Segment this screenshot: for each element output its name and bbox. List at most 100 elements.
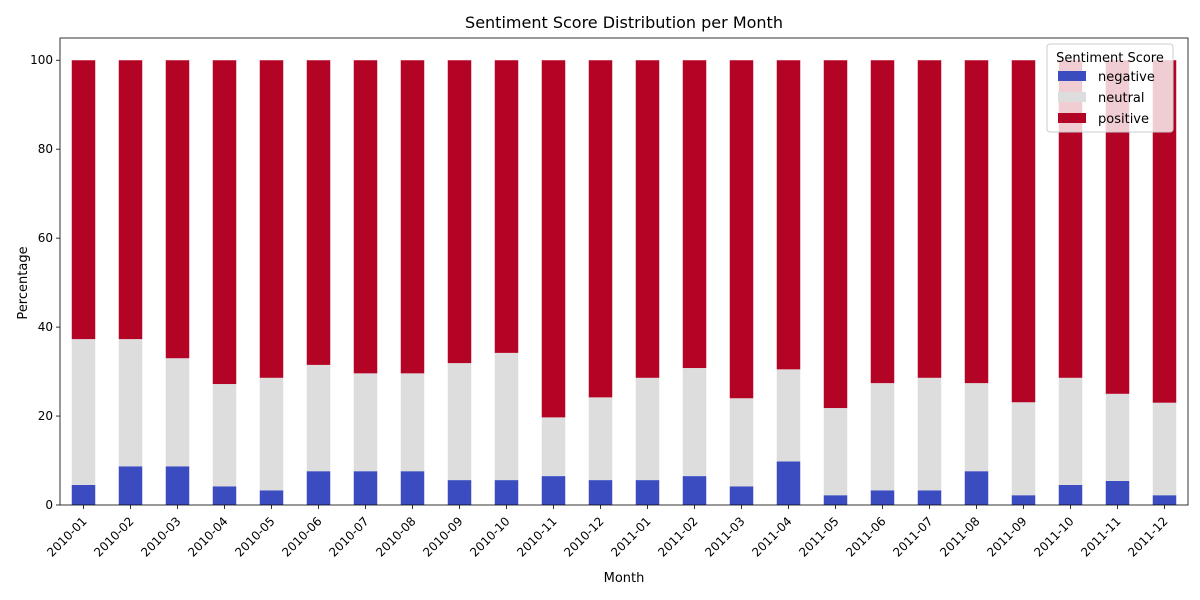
bar-negative-2010-06 <box>306 471 331 505</box>
x-tick-label: 2010-02 <box>91 514 136 559</box>
bar-neutral-2011-02 <box>682 368 707 477</box>
bar-negative-2011-07 <box>917 490 942 505</box>
bar-neutral-2011-03 <box>729 398 754 487</box>
bar-negative-2010-08 <box>400 471 425 505</box>
bar-negative-2011-05 <box>823 495 848 505</box>
bar-neutral-2010-11 <box>541 417 566 477</box>
bar-neutral-2010-09 <box>447 363 472 481</box>
bar-negative-2011-01 <box>635 480 660 505</box>
bar-neutral-2010-08 <box>400 373 425 472</box>
bar-neutral-2010-02 <box>118 339 143 467</box>
x-tick-label: 2010-09 <box>420 514 465 559</box>
bar-positive-2011-01 <box>635 60 660 378</box>
bar-negative-2010-02 <box>118 466 143 505</box>
bar-negative-2011-02 <box>682 476 707 505</box>
x-tick-label: 2010-12 <box>561 514 606 559</box>
bar-neutral-2011-07 <box>917 377 942 491</box>
bar-positive-2010-11 <box>541 60 566 418</box>
bar-negative-2011-04 <box>776 461 801 505</box>
legend-box <box>1046 43 1174 133</box>
bar-negative-2011-11 <box>1105 480 1130 505</box>
x-tick-label: 2010-03 <box>138 514 183 559</box>
bar-positive-2010-02 <box>118 60 143 340</box>
bar-negative-2011-10 <box>1058 484 1083 505</box>
x-tick-label: 2011-06 <box>843 514 888 559</box>
bar-negative-2011-03 <box>729 486 754 505</box>
bar-negative-2011-12 <box>1152 495 1177 505</box>
legend: Sentiment Score negative neutral positive <box>1046 43 1174 133</box>
bar-positive-2011-03 <box>729 60 754 399</box>
x-tick-label: 2010-07 <box>326 514 371 559</box>
bar-positive-2010-08 <box>400 60 425 374</box>
x-tick-label: 2010-04 <box>185 514 230 559</box>
bar-positive-2011-02 <box>682 60 707 369</box>
bar-negative-2010-01 <box>71 484 96 505</box>
legend-label-neutral: neutral <box>1098 91 1145 106</box>
legend-label-positive: positive <box>1098 112 1149 127</box>
x-tick-label: 2011-11 <box>1078 514 1123 559</box>
chart-title: Sentiment Score Distribution per Month <box>465 13 783 32</box>
bar-neutral-2011-09 <box>1011 402 1036 496</box>
bar-positive-2010-01 <box>71 60 96 340</box>
bar-positive-2010-07 <box>353 60 378 374</box>
bar-neutral-2011-01 <box>635 377 660 481</box>
x-tick-label: 2011-04 <box>749 514 794 559</box>
bar-positive-2011-05 <box>823 60 848 409</box>
y-tick-label: 80 <box>38 142 53 156</box>
x-tick-label: 2010-10 <box>467 514 512 559</box>
y-tick-label: 100 <box>30 53 53 67</box>
x-axis-title: Month <box>604 571 645 586</box>
x-tick-label: 2010-08 <box>373 514 418 559</box>
bar-neutral-2011-06 <box>870 383 895 491</box>
x-tick-label: 2011-02 <box>655 514 700 559</box>
x-tick-label: 2011-09 <box>984 514 1029 559</box>
legend-swatch-positive <box>1058 113 1086 123</box>
bar-neutral-2011-12 <box>1152 402 1177 496</box>
x-tick-label: 2011-10 <box>1031 514 1076 559</box>
bar-neutral-2010-07 <box>353 373 378 472</box>
bar-positive-2011-09 <box>1011 60 1036 403</box>
legend-swatch-negative <box>1058 71 1086 81</box>
y-axis-title: Percentage <box>16 246 31 319</box>
legend-title: Sentiment Score <box>1056 51 1164 66</box>
bar-negative-2010-09 <box>447 480 472 505</box>
bar-negative-2010-03 <box>165 466 190 505</box>
bar-negative-2011-06 <box>870 490 895 505</box>
bar-neutral-2010-10 <box>494 352 519 481</box>
bar-positive-2011-07 <box>917 60 942 378</box>
bar-neutral-2011-08 <box>964 383 989 472</box>
plot-frame <box>59 37 1189 506</box>
bar-positive-2010-05 <box>259 60 284 378</box>
bar-positive-2010-09 <box>447 60 472 364</box>
bar-neutral-2010-06 <box>306 364 331 472</box>
bars-group <box>71 60 1177 505</box>
x-tick-label: 2010-11 <box>514 514 559 559</box>
x-tick-label: 2011-12 <box>1125 514 1170 559</box>
bar-positive-2011-10 <box>1058 60 1083 378</box>
bar-neutral-2010-12 <box>588 397 613 481</box>
x-tick-label: 2010-06 <box>279 514 324 559</box>
bar-positive-2011-11 <box>1105 60 1130 394</box>
bar-negative-2010-04 <box>212 486 237 505</box>
bar-neutral-2010-03 <box>165 358 190 467</box>
bar-negative-2010-05 <box>259 490 284 505</box>
bar-negative-2011-08 <box>964 471 989 505</box>
bar-neutral-2011-04 <box>776 369 801 462</box>
y-tick-label: 20 <box>38 409 53 423</box>
bar-neutral-2010-04 <box>212 384 237 487</box>
x-tick-label: 2010-05 <box>232 514 277 559</box>
bar-positive-2010-12 <box>588 60 613 398</box>
bar-positive-2010-04 <box>212 60 237 385</box>
x-tick-label: 2011-07 <box>890 514 935 559</box>
bar-neutral-2011-05 <box>823 408 848 496</box>
x-tick-label: 2011-05 <box>796 514 841 559</box>
bar-positive-2011-08 <box>964 60 989 384</box>
bar-positive-2010-03 <box>165 60 190 359</box>
bar-positive-2011-06 <box>870 60 895 384</box>
x-tick-label: 2010-01 <box>44 514 89 559</box>
bar-negative-2011-09 <box>1011 495 1036 505</box>
bar-neutral-2010-01 <box>71 339 96 485</box>
y-tick-label: 60 <box>38 231 53 245</box>
